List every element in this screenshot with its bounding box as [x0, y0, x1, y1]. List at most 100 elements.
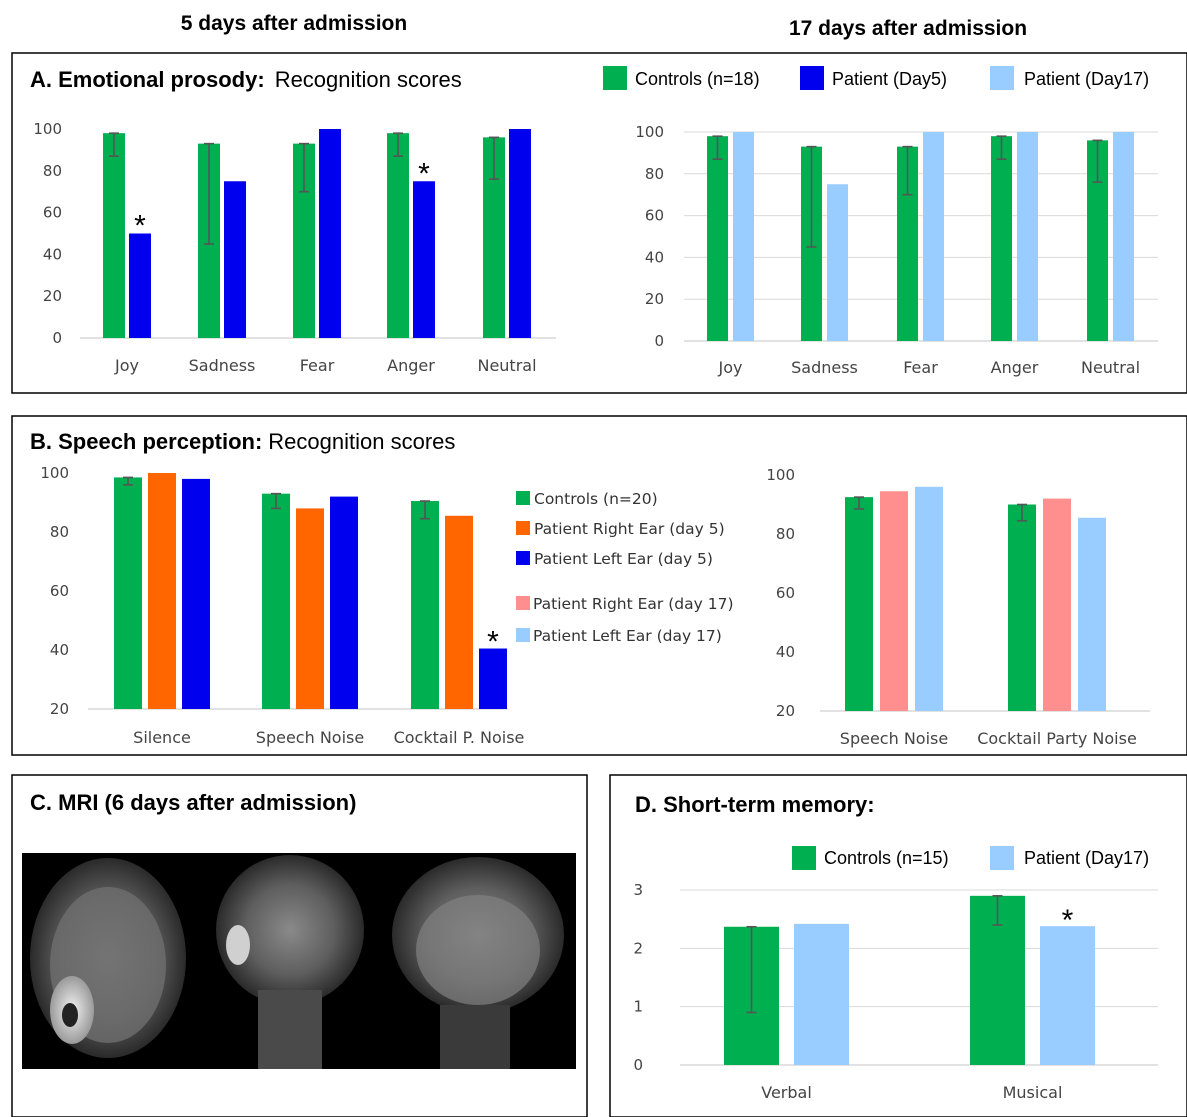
panel-c-frame: [11, 774, 588, 1117]
panel-b-title: B. Speech perception: Recognition scores: [30, 429, 455, 454]
D-bar: [794, 923, 849, 1065]
A_day17-ytick-label: 0: [654, 332, 664, 350]
legend-d-swatch-controls: [792, 846, 816, 870]
D-category-label: Verbal: [761, 1083, 812, 1102]
A_day17-category-label: Fear: [903, 358, 938, 377]
panel-a-title-bold: A. Emotional prosody:: [30, 67, 265, 92]
A_day17-bar: [1113, 132, 1134, 341]
A_day17-bar: [1087, 140, 1108, 341]
D-bar: [1040, 926, 1095, 1065]
B_day5-bar: [330, 496, 358, 709]
B_day5-bar: [445, 515, 473, 709]
panel-d-title: D. Short-term memory:: [635, 792, 875, 817]
B_day17-bar: [915, 486, 943, 711]
A_day5-category-label: Joy: [114, 356, 139, 375]
A_day5-category-label: Neutral: [477, 356, 536, 375]
mri-coronal-stem: [258, 990, 322, 1069]
A_day17-bar: [1017, 132, 1038, 341]
panel-c-title: C. MRI (6 days after admission): [30, 790, 356, 815]
B_day17-ytick-label: 100: [766, 466, 795, 484]
A_day5-bar: [224, 181, 246, 338]
legend-b-right5: Patient Right Ear (day 5): [534, 520, 725, 538]
A_day17-bar: [991, 136, 1012, 341]
B_day17-bar: [845, 497, 873, 711]
B_day5-category-label: Speech Noise: [256, 728, 364, 747]
chart-b-day5: 20 40 60 80 100 Silence Speech Noise Cocktail P…: [40, 464, 524, 747]
mri-sagittal-inner: [416, 895, 540, 1005]
D-ytick-label: 0: [633, 1056, 643, 1074]
A_day17-category-label: Sadness: [791, 358, 858, 377]
B_day5-bar: [411, 501, 439, 709]
legend-b-controls: Controls (n=20): [534, 490, 658, 508]
A_day5-bar: [413, 181, 435, 338]
legend-a-swatch-day17: [990, 66, 1014, 90]
A_day17-ytick-label: 60: [645, 207, 664, 225]
A_day5-bar: [293, 143, 315, 338]
B_day17-category-label: Speech Noise: [840, 729, 948, 748]
B_day5-ytick-label: 60: [50, 582, 69, 600]
legend-b-left5: Patient Left Ear (day 5): [534, 550, 713, 568]
B_day17-bar: [1078, 517, 1106, 711]
B_day17-bar: [1008, 504, 1036, 711]
panel-b-title-rest: Recognition scores: [268, 429, 455, 454]
panel-a-title-rest: Recognition scores: [275, 67, 462, 92]
mri-image: [22, 853, 576, 1069]
B_day5-ytick-label: 20: [50, 700, 69, 718]
B_day5-category-label: Silence: [133, 728, 191, 747]
chart-d: 0 1 2 3 Verbal Musical *: [633, 881, 1158, 1102]
panel-d-frame: [609, 774, 1187, 1117]
D-ytick-label: 3: [633, 881, 643, 899]
A_day5-bar: [387, 133, 409, 338]
B_day5-ytick-label: 100: [40, 464, 69, 482]
heading-day5: 5 days after admission: [181, 12, 407, 35]
A_day5-ytick-label: 80: [43, 162, 62, 180]
B_day5-ytick-label: 80: [50, 523, 69, 541]
B_day17-category-label: Cocktail Party Noise: [977, 729, 1137, 748]
A_day17-ytick-label: 80: [645, 165, 664, 183]
A_day5-category-label: Fear: [300, 356, 335, 375]
B_day5-significance-star: *: [487, 626, 499, 659]
B_day17-ytick-label: 60: [776, 584, 795, 602]
legend-d-day17: Patient (Day17): [1024, 848, 1149, 868]
B_day17-bar: [880, 491, 908, 711]
A_day17-category-label: Neutral: [1081, 358, 1140, 377]
legend-b-swatch-right17: [516, 596, 530, 610]
A_day5-bar: [103, 133, 125, 338]
legend-d-controls: Controls (n=15): [824, 848, 949, 868]
legend-b-swatch-left5: [516, 551, 530, 565]
legend-d-swatch-day17: [990, 846, 1014, 870]
B_day5-bar: [296, 508, 324, 709]
mri-axial-lesion-core: [62, 1003, 78, 1027]
A_day17-bar: [733, 132, 754, 341]
panel-b-frame: [11, 415, 1187, 756]
B_day5-ytick-label: 40: [50, 641, 69, 659]
A_day5-bar: [129, 233, 151, 338]
D-ytick-label: 1: [633, 998, 643, 1016]
A_day17-ytick-label: 20: [645, 290, 664, 308]
D-ytick-label: 2: [633, 939, 643, 957]
legend-b-swatch-right5: [516, 521, 530, 535]
A_day17-bar: [923, 132, 944, 341]
D-significance-star: *: [1062, 904, 1074, 937]
legend-a-swatch-day5: [800, 66, 824, 90]
panel-a-title: A. Emotional prosody: Recognition scores: [30, 67, 462, 92]
B_day17-bar: [1043, 498, 1071, 711]
B_day17-ytick-label: 20: [776, 702, 795, 720]
A_day5-ytick-label: 0: [52, 329, 62, 347]
A_day5-ytick-label: 40: [43, 245, 62, 263]
chart-b-day17: 20 40 60 80 100 Speech Noise Cocktail Party No…: [766, 466, 1150, 748]
B_day5-bar: [182, 478, 210, 709]
A_day5-category-label: Sadness: [189, 356, 256, 375]
B_day5-bar: [479, 648, 507, 709]
A_day17-category-label: Joy: [718, 358, 743, 377]
A_day17-bar: [897, 146, 918, 341]
mri-coronal-slice: [216, 855, 364, 1005]
A_day17-ytick-label: 100: [635, 123, 664, 141]
legend-a-day17: Patient (Day17): [1024, 69, 1149, 89]
chart-a-day5: 0 20 40 60 80 100 Joy Sadness Fear Anger Neutral * *: [33, 120, 556, 375]
B_day17-ytick-label: 80: [776, 525, 795, 543]
A_day5-ytick-label: 20: [43, 287, 62, 305]
mri-coronal-lesion: [226, 925, 250, 965]
panel-a-frame: [11, 52, 1187, 394]
